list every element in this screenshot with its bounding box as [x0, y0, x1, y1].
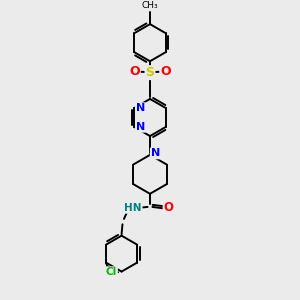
Text: N: N [136, 122, 145, 132]
Text: Cl: Cl [106, 267, 117, 277]
Text: N: N [151, 148, 160, 158]
Text: O: O [160, 64, 171, 78]
Text: CH₃: CH₃ [142, 1, 158, 10]
Text: N: N [136, 103, 145, 113]
Text: S: S [146, 66, 154, 79]
Text: O: O [129, 64, 140, 78]
Text: O: O [164, 201, 174, 214]
Text: HN: HN [124, 203, 142, 213]
